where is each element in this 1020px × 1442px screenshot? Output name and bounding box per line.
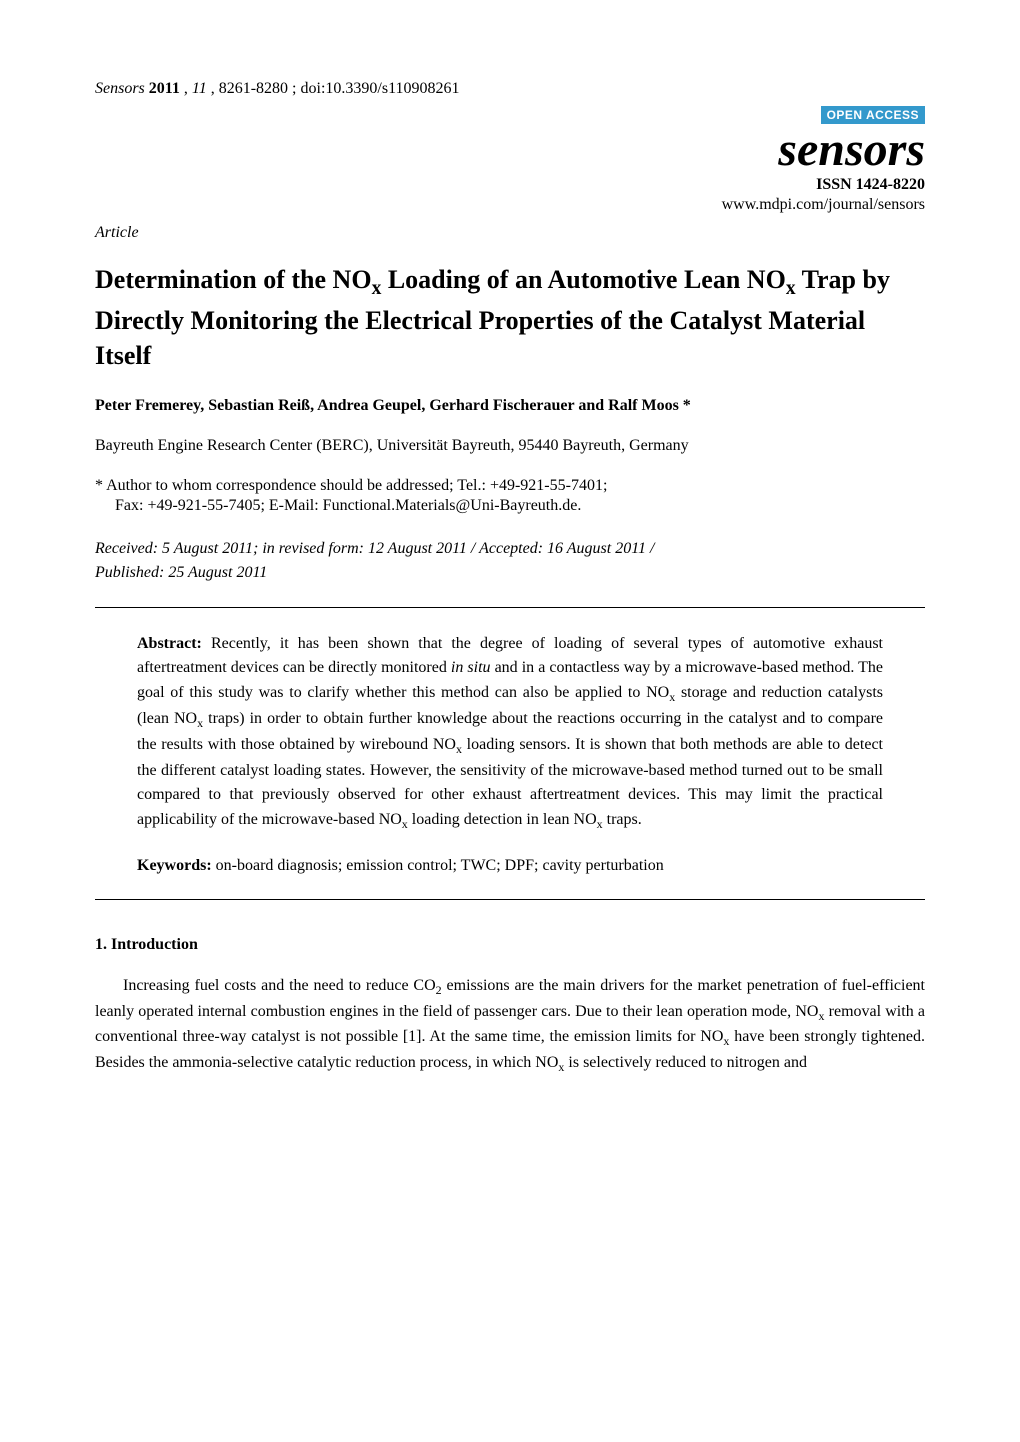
keywords: Keywords: on-board diagnosis; emission c… (137, 854, 883, 879)
pages: 8261-8280 (219, 80, 288, 97)
article-type: Article (95, 224, 925, 242)
journal-url: www.mdpi.com/journal/sensors (95, 196, 925, 214)
correspondence-line1: * Author to whom correspondence should b… (95, 477, 925, 495)
abstract-label: Abstract: (137, 635, 202, 652)
year: 2011 (149, 80, 180, 97)
authors: Peter Fremerey, Sebastian Reiß, Andrea G… (95, 397, 925, 415)
affiliation: Bayreuth Engine Research Center (BERC), … (95, 437, 925, 455)
journal-name: Sensors (95, 80, 145, 97)
header-citation: Sensors 2011 , 11 , 8261-8280 ; doi:10.3… (95, 80, 925, 98)
divider-bottom (95, 899, 925, 900)
divider-top (95, 607, 925, 608)
section-1-heading: 1. Introduction (95, 936, 925, 954)
keywords-label: Keywords: (137, 857, 212, 874)
open-access-row: OPEN ACCESS (95, 106, 925, 124)
abstract-block: Abstract: Recently, it has been shown th… (95, 632, 925, 879)
intro-paragraph: Increasing fuel costs and the need to re… (95, 974, 925, 1077)
correspondence-line2: Fax: +49-921-55-7405; E-Mail: Functional… (95, 497, 925, 515)
issn: ISSN 1424-8220 (95, 176, 925, 194)
article-title: Determination of the NOx Loading of an A… (95, 262, 925, 373)
doi: doi:10.3390/s110908261 (301, 80, 460, 97)
volume: 11 (192, 80, 207, 97)
journal-logo: sensors (95, 126, 925, 174)
article-dates: Received: 5 August 2011; in revised form… (95, 537, 925, 585)
open-access-badge: OPEN ACCESS (821, 106, 925, 124)
abstract-text: Abstract: Recently, it has been shown th… (137, 632, 883, 834)
